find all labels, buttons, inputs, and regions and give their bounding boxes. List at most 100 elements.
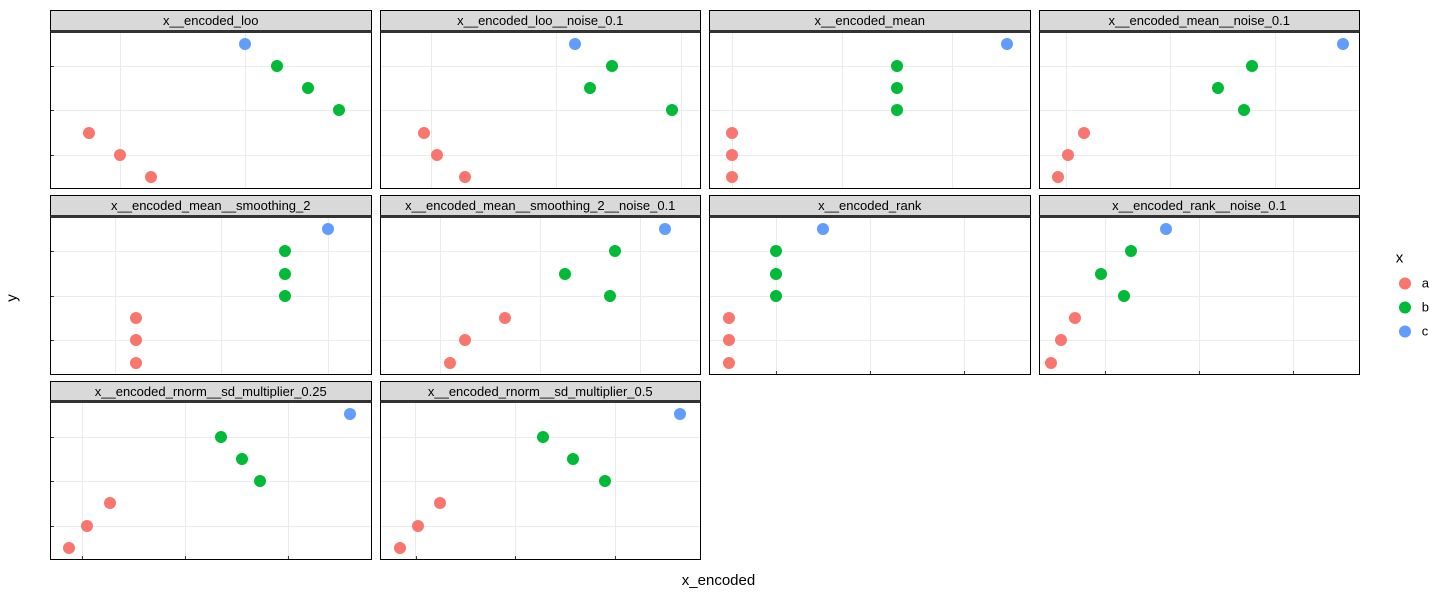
legend-swatch xyxy=(1396,274,1414,292)
data-point xyxy=(1001,38,1013,50)
gridline-h xyxy=(710,155,1030,156)
panel-plot-area: 246246 xyxy=(50,401,372,560)
gridline-v xyxy=(1105,218,1106,374)
data-point xyxy=(559,268,571,280)
gridline-h xyxy=(51,340,371,341)
data-point xyxy=(726,149,738,161)
gridline-h xyxy=(381,526,701,527)
data-point xyxy=(279,290,291,302)
panel-strip: x__encoded_mean__smoothing_2__noise_0.1 xyxy=(380,195,702,216)
facet-panel: x__encoded_loo246 xyxy=(50,10,372,189)
data-point xyxy=(604,290,616,302)
panel-strip: x__encoded_mean xyxy=(709,10,1031,31)
panel-strip: x__encoded_rank__noise_0.1 xyxy=(1039,195,1361,216)
gridline-v xyxy=(1066,33,1067,189)
data-point xyxy=(236,453,248,465)
data-point xyxy=(434,497,446,509)
legend-item: a xyxy=(1396,274,1429,292)
gridline-h xyxy=(381,66,701,67)
gridline-v xyxy=(1293,218,1294,374)
data-point xyxy=(1095,268,1107,280)
panel-strip: x__encoded_rank xyxy=(709,195,1031,216)
gridline-h xyxy=(51,66,371,67)
data-point xyxy=(333,104,345,116)
data-point xyxy=(817,223,829,235)
data-point xyxy=(104,497,116,509)
legend-item: b xyxy=(1396,298,1429,316)
gridline-v xyxy=(82,403,83,559)
y-axis-label: y xyxy=(3,294,20,302)
data-point xyxy=(1118,290,1130,302)
facet-panel: x__encoded_mean__noise_0.1 xyxy=(1039,10,1361,189)
data-point xyxy=(322,223,334,235)
panel-plot-area xyxy=(380,216,702,375)
gridline-v xyxy=(185,403,186,559)
facet-panel: x__encoded_loo__noise_0.1 xyxy=(380,10,702,189)
data-point xyxy=(891,60,903,72)
legend-dot-icon xyxy=(1399,277,1411,289)
gridline-v xyxy=(732,33,733,189)
gridline-v xyxy=(540,218,541,374)
data-point xyxy=(459,171,471,183)
data-point xyxy=(1052,171,1064,183)
data-point xyxy=(1078,127,1090,139)
data-point xyxy=(444,357,456,369)
gridline-h xyxy=(381,481,701,482)
gridline-h xyxy=(381,155,701,156)
gridline-v xyxy=(952,33,953,189)
gridline-h xyxy=(1040,155,1360,156)
gridline-v xyxy=(1170,33,1171,189)
data-point xyxy=(723,357,735,369)
gridline-v xyxy=(515,403,516,559)
data-point xyxy=(1055,334,1067,346)
gridline-v xyxy=(115,218,116,374)
data-point xyxy=(239,38,251,50)
data-point xyxy=(130,357,142,369)
gridline-h xyxy=(51,437,371,438)
data-point xyxy=(145,171,157,183)
legend-swatch xyxy=(1396,298,1414,316)
gridline-v xyxy=(328,218,329,374)
gridline-v xyxy=(615,403,616,559)
data-point xyxy=(569,38,581,50)
data-point xyxy=(279,268,291,280)
data-point xyxy=(1212,82,1224,94)
data-point xyxy=(1337,38,1349,50)
gridline-v xyxy=(245,33,246,189)
gridline-v xyxy=(556,33,557,189)
data-point xyxy=(302,82,314,94)
data-point xyxy=(1045,357,1057,369)
data-point xyxy=(606,60,618,72)
data-point xyxy=(723,312,735,324)
gridline-h xyxy=(710,66,1030,67)
gridline-h xyxy=(51,155,371,156)
panel-strip: x__encoded_rnorm__sd_multiplier_0.5 xyxy=(380,381,702,402)
panel-strip: x__encoded_loo xyxy=(50,10,372,31)
data-point xyxy=(891,104,903,116)
gridline-h xyxy=(1040,66,1360,67)
gridline-h xyxy=(51,481,371,482)
gridline-v xyxy=(288,403,289,559)
data-point xyxy=(891,82,903,94)
data-point xyxy=(1062,149,1074,161)
gridline-v xyxy=(1199,218,1200,374)
panel-plot-area xyxy=(380,31,702,190)
data-point xyxy=(1238,104,1250,116)
data-point xyxy=(130,334,142,346)
data-point xyxy=(81,520,93,532)
data-point xyxy=(418,127,430,139)
panel-plot-area: 246 xyxy=(50,31,372,190)
data-point xyxy=(130,312,142,324)
figure: y x_encoded x__encoded_loo246x__encoded_… xyxy=(0,0,1437,595)
data-point xyxy=(770,245,782,257)
data-point xyxy=(114,149,126,161)
legend-label: b xyxy=(1422,300,1429,315)
data-point xyxy=(215,431,227,443)
facet-panel: x__encoded_rank246 xyxy=(709,195,1031,374)
legend-swatch xyxy=(1396,322,1414,340)
gridline-h xyxy=(51,110,371,111)
gridline-h xyxy=(51,296,371,297)
gridline-v xyxy=(964,218,965,374)
gridline-v xyxy=(1275,33,1276,189)
panel-plot-area: 246 xyxy=(50,216,372,375)
